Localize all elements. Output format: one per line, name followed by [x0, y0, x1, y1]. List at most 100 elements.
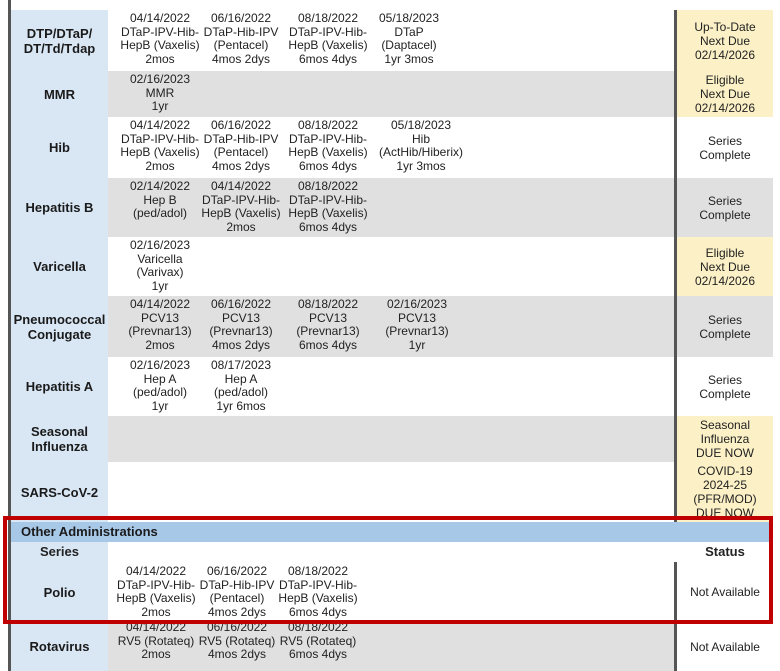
dose-detail: (Varivax) — [136, 265, 184, 280]
dose-detail: DTaP-IPV-Hib- — [120, 24, 200, 39]
table-row: SARS-CoV-2 COVID-19 2024-25 (PFR/MOD) DUE… — [11, 462, 773, 522]
status-divider — [674, 71, 677, 117]
dose-cell: 02/16/2023 Hep A (ped/adol) 1yr — [114, 358, 206, 413]
status-divider — [674, 117, 677, 178]
dose-detail: 1yr 6mos — [216, 398, 266, 413]
series-name-mmr: MMR — [11, 71, 108, 117]
dose-cell: 08/18/2022 PCV13 (Prevnar13) 6mos 4dys — [282, 297, 374, 352]
dose-cells: 04/14/2022 PCV13 (Prevnar13) 2mos 06/16/2022… — [108, 296, 674, 357]
dose-cell: 06/16/2022 DTaP-Hib-IPV (Pentacel) 4mos 2dy… — [191, 564, 283, 619]
dose-detail: DTaP-IPV-Hib- — [120, 131, 200, 146]
column-header-spacer — [108, 542, 677, 562]
status-cell: Up-To-Date Next Due 02/14/2026 — [677, 10, 773, 71]
dose-date: 02/14/2022 — [129, 179, 191, 193]
dose-detail: HepB (Vaxelis) — [278, 591, 358, 606]
table-row: Polio 04/14/2022 DTaP-IPV-Hib- HepB (Vaxeli… — [11, 562, 773, 622]
dose-detail: Hep A — [224, 371, 258, 386]
table-row: Varicella 02/16/2023 Varicella (Varivax) 1yr… — [11, 237, 773, 296]
dose-detail: DTaP-IPV-Hib- — [278, 577, 358, 592]
dose-date: 08/18/2022 — [297, 179, 359, 193]
dose-cell: 06/16/2022 RV5 (Rotateq) 4mos 2dys — [191, 620, 283, 662]
dose-detail: HepB (Vaxelis) — [288, 206, 368, 221]
table-left-border — [8, 0, 11, 671]
dose-cell: 08/18/2022 RV5 (Rotateq) 6mos 4dys — [272, 620, 364, 662]
dose-cells: 02/14/2022 Hep B (ped/adol) 04/14/2022 DTaP-… — [108, 178, 674, 237]
dose-cells: 04/14/2022 DTaP-IPV-Hib- HepB (Vaxelis) 2mo… — [108, 117, 674, 178]
dose-detail: 1yr — [408, 337, 426, 352]
dose-detail: 6mos 4dys — [288, 647, 348, 662]
dose-detail: 6mos 4dys — [298, 337, 358, 352]
series-name-hepatitis-b: Hepatitis B — [11, 178, 108, 237]
dose-detail: 4mos 2dys — [211, 158, 271, 173]
dose-detail: 2mos — [226, 219, 256, 234]
status-cell: Series Complete — [677, 178, 773, 237]
table-row: Hepatitis B 02/14/2022 Hep B (ped/adol) 04/1… — [11, 178, 773, 237]
dose-detail: (Daptacel) — [381, 38, 437, 53]
dose-detail: 2mos — [141, 647, 171, 662]
dose-cell: 08/18/2022 DTaP-IPV-Hib- HepB (Vaxelis) 6mo… — [282, 11, 374, 66]
series-name-pneumococcal-conjugate: Pneumococcal Conjugate — [11, 296, 108, 357]
status-cell: Eligible Next Due 02/14/2026 — [677, 237, 773, 296]
dose-detail: PCV13 — [308, 310, 348, 325]
dose-detail: RV5 (Rotateq) — [198, 633, 276, 648]
dose-detail: 4mos 2dys — [207, 647, 267, 662]
status-cell: Not Available — [677, 622, 773, 671]
table-row: Seasonal Influenza Seasonal Influenza DUE… — [11, 416, 773, 462]
dose-cell: 06/16/2022 PCV13 (Prevnar13) 4mos 2dys — [195, 297, 287, 352]
dose-detail: (Prevnar13) — [385, 324, 449, 339]
dose-detail: (Pentacel) — [213, 38, 269, 53]
dose-cell: 04/14/2022 DTaP-IPV-Hib- HepB (Vaxelis) 2mo… — [114, 118, 206, 173]
dose-detail: Varicella — [137, 251, 183, 266]
dose-detail: MMR — [145, 85, 175, 100]
dose-cell: 04/14/2022 DTaP-IPV-Hib- HepB (Vaxelis) 2mo… — [114, 11, 206, 66]
other-column-header-row: Series Status — [11, 542, 773, 562]
dose-cell: 05/18/2023 Hib (ActHib/Hiberix) 1yr 3mos — [375, 118, 467, 173]
dose-detail: (ActHib/Hiberix) — [378, 145, 463, 160]
dose-detail: (Prevnar13) — [296, 324, 360, 339]
dose-detail: HepB (Vaxelis) — [116, 591, 196, 606]
dose-cell: 06/16/2022 DTaP-Hib-IPV (Pentacel) 4mos 2dy… — [195, 11, 287, 66]
dose-date: 04/14/2022 — [125, 564, 187, 578]
status-cell: Seasonal Influenza DUE NOW — [677, 416, 773, 462]
status-cell: Series Complete — [677, 296, 773, 357]
dose-date: 05/18/2023 — [378, 11, 440, 25]
dose-detail: (Pentacel) — [213, 145, 269, 160]
dose-detail: DTaP-IPV-Hib- — [201, 192, 281, 207]
status-cell: Eligible Next Due 02/14/2026 — [677, 71, 773, 117]
dose-detail: (ped/adol) — [132, 206, 188, 221]
status-cell: Series Complete — [677, 357, 773, 416]
dose-detail: (Prevnar13) — [128, 324, 192, 339]
dose-detail: 6mos 4dys — [298, 158, 358, 173]
dose-cells: 02/16/2023 Varicella (Varivax) 1yr — [108, 237, 674, 296]
dose-detail: DTaP-Hib-IPV — [203, 131, 279, 146]
series-name-rotavirus: Rotavirus — [11, 622, 108, 671]
dose-date: 02/16/2023 — [129, 238, 191, 252]
series-name-dtp-dtap-dt-td-tdap: DTP/DTaP/ DT/Td/Tdap — [11, 10, 108, 71]
dose-detail: HepB (Vaxelis) — [120, 145, 200, 160]
status-divider — [674, 462, 677, 522]
dose-detail: PCV13 — [397, 310, 437, 325]
table-row: DTP/DTaP/ DT/Td/Tdap 04/14/2022 DTaP-IPV-H… — [11, 10, 773, 71]
dose-detail: RV5 (Rotateq) — [117, 633, 195, 648]
dose-date: 08/18/2022 — [297, 297, 359, 311]
dose-date: 04/14/2022 — [210, 179, 272, 193]
status-divider — [674, 237, 677, 296]
dose-cell: 04/14/2022 DTaP-IPV-Hib- HepB (Vaxelis) 2mo… — [110, 564, 202, 619]
table-row: Rotavirus 04/14/2022 RV5 (Rotateq) 2mos 06/1… — [11, 620, 773, 671]
column-header-status: Status — [705, 544, 745, 559]
status-cell: Series Complete — [677, 117, 773, 178]
dose-detail: DTaP-IPV-Hib- — [116, 577, 196, 592]
dose-cell: 04/14/2022 RV5 (Rotateq) 2mos — [110, 620, 202, 662]
dose-detail: DTaP-IPV-Hib- — [288, 24, 368, 39]
dose-date: 04/14/2022 — [129, 11, 191, 25]
series-name-sars-cov-2: SARS-CoV-2 — [11, 462, 108, 522]
table-row: Hib 04/14/2022 DTaP-IPV-Hib- HepB (Vaxelis)… — [11, 117, 773, 178]
dose-date: 06/16/2022 — [206, 620, 268, 634]
dose-date: 08/18/2022 — [297, 118, 359, 132]
dose-detail: 1yr — [151, 278, 169, 293]
dose-detail: DTaP-Hib-IPV — [199, 577, 275, 592]
dose-detail: DTaP-IPV-Hib- — [288, 131, 368, 146]
column-header-series: Series — [11, 542, 108, 562]
dose-detail: 4mos 2dys — [211, 51, 271, 66]
dose-date: 08/18/2022 — [287, 620, 349, 634]
